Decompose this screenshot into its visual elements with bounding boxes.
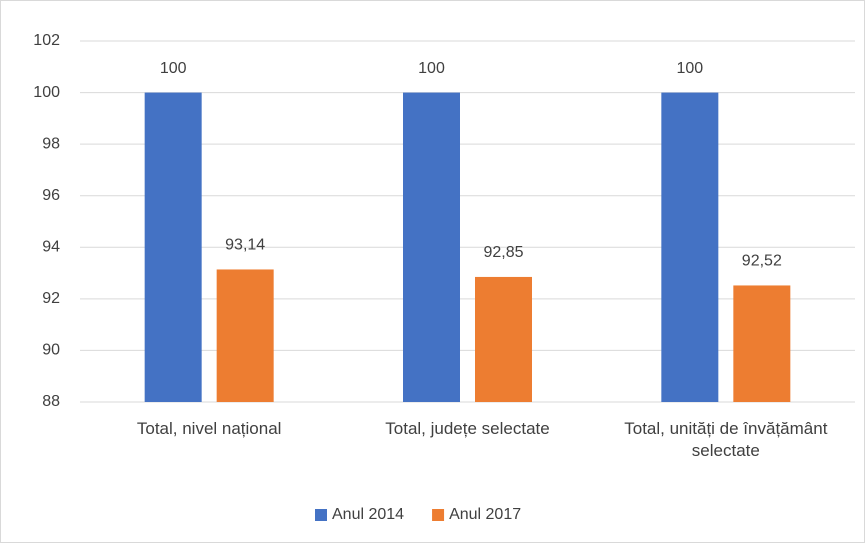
x-tick-label: Total, unități de învățământ selectate <box>624 419 828 460</box>
legend-swatch <box>432 509 445 521</box>
legend-label: Anul 2017 <box>449 506 521 523</box>
data-label: 100 <box>676 60 703 77</box>
bar <box>475 276 532 402</box>
y-tick-label: 100 <box>33 84 60 101</box>
bar <box>144 92 202 403</box>
x-tick-label: Total, nivel național <box>136 419 282 438</box>
y-tick-label: 98 <box>42 135 60 152</box>
bar <box>733 285 791 402</box>
data-label: 92,85 <box>483 244 523 261</box>
y-tick-label: 92 <box>42 290 60 307</box>
legend-label: Anul 2014 <box>332 506 404 523</box>
y-tick-label: 88 <box>42 393 60 410</box>
data-label: 92,52 <box>742 253 782 270</box>
bar <box>661 92 719 403</box>
bar <box>403 92 460 403</box>
legend-swatch <box>315 509 327 521</box>
bar <box>216 269 274 402</box>
y-tick-label: 102 <box>33 32 60 49</box>
data-label: 100 <box>160 60 187 77</box>
y-tick-label: 94 <box>42 239 60 256</box>
y-tick-label: 96 <box>42 187 60 204</box>
data-label: 100 <box>418 60 445 77</box>
x-tick-label: Total, județe selectate <box>385 419 550 438</box>
y-tick-label: 90 <box>42 342 60 359</box>
data-label: 93,14 <box>225 237 265 254</box>
